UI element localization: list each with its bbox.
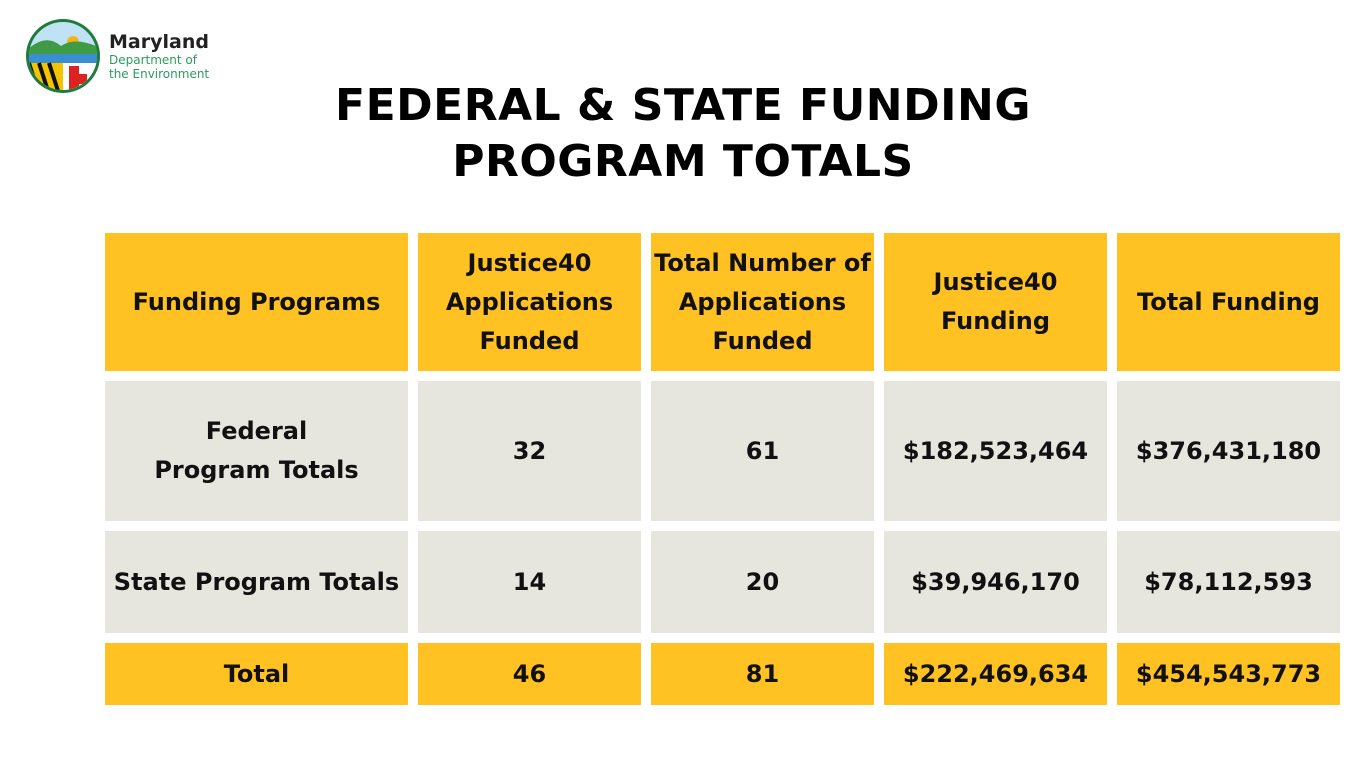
header-row: Funding Programs Justice40 Applications …: [105, 233, 1340, 371]
maryland-seal-icon: [26, 19, 100, 93]
title-line-2: PROGRAM TOTALS: [452, 136, 914, 187]
table-cell: State Program Totals: [105, 531, 408, 633]
title-line-1: FEDERAL & STATE FUNDING: [335, 80, 1031, 131]
page-title: FEDERAL & STATE FUNDING PROGRAM TOTALS: [0, 78, 1366, 190]
total-cell: 46: [418, 643, 641, 705]
total-row: Total 46 81 $222,469,634 $454,543,773: [105, 643, 1340, 705]
logo-name: Maryland: [109, 31, 209, 53]
total-cell: $454,543,773: [1117, 643, 1340, 705]
table-cell: 20: [651, 531, 874, 633]
table-cell: Federal Program Totals: [105, 381, 408, 521]
header-cell: Total Funding: [1117, 233, 1340, 371]
header-cell: Justice40 Funding: [884, 233, 1107, 371]
table-cell: $376,431,180: [1117, 381, 1340, 521]
table-row: Federal Program Totals 32 61 $182,523,46…: [105, 381, 1340, 521]
table-cell: 14: [418, 531, 641, 633]
table-cell: 61: [651, 381, 874, 521]
header-cell: Funding Programs: [105, 233, 408, 371]
mde-logo: Maryland Department of the Environment: [25, 18, 209, 94]
total-cell: Total: [105, 643, 408, 705]
total-cell: 81: [651, 643, 874, 705]
table-cell: 32: [418, 381, 641, 521]
total-cell: $222,469,634: [884, 643, 1107, 705]
header-cell: Total Number of Applications Funded: [651, 233, 874, 371]
table-row: State Program Totals 14 20 $39,946,170 $…: [105, 531, 1340, 633]
table-cell: $39,946,170: [884, 531, 1107, 633]
funding-table: Funding Programs Justice40 Applications …: [95, 223, 1350, 715]
table-cell: $182,523,464: [884, 381, 1107, 521]
header-cell: Justice40 Applications Funded: [418, 233, 641, 371]
table-cell: $78,112,593: [1117, 531, 1340, 633]
logo-subtitle-2: the Environment: [109, 67, 210, 81]
logo-subtitle-1: Department of: [109, 53, 197, 67]
